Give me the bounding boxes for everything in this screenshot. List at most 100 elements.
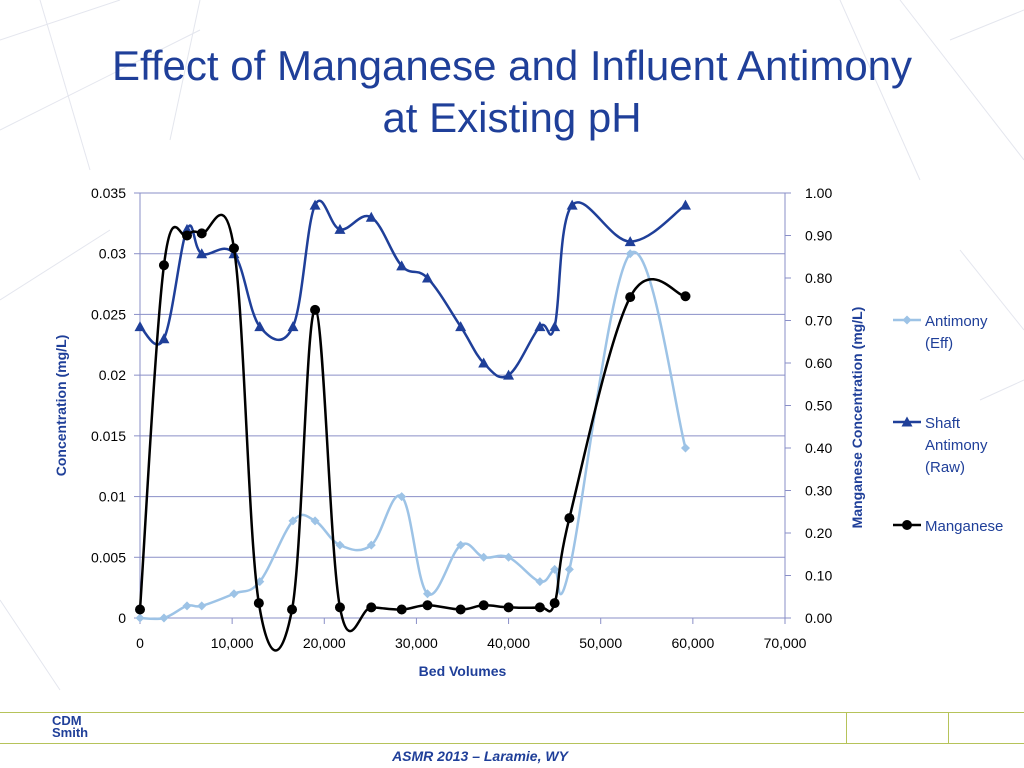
data-point-manganese [310, 304, 321, 315]
data-point-shaft-antimony-raw [549, 321, 561, 332]
data-point-antimony-eff [504, 552, 514, 562]
data-point-antimony-eff [550, 564, 560, 574]
data-point-manganese [228, 243, 239, 254]
footer-bar [0, 712, 1024, 744]
x-tick-label: 40,000 [487, 635, 530, 651]
data-point-antimony-eff [422, 589, 432, 599]
data-point-shaft-antimony-raw [624, 236, 636, 247]
legend-label-shaft-antimony-raw: Antimony [925, 437, 988, 454]
y2-tick-label: 1.00 [805, 185, 832, 201]
y2-tick-label: 0.70 [805, 313, 832, 329]
data-point-manganese [334, 602, 345, 613]
data-point-antimony-eff [159, 613, 169, 623]
data-point-shaft-antimony-raw [334, 223, 346, 234]
y2-tick-label: 0.80 [805, 270, 832, 286]
data-point-antimony-eff [680, 443, 690, 453]
data-point-manganese [503, 602, 514, 613]
y2-tick-label: 0.60 [805, 355, 832, 371]
y2-tick-label: 0.30 [805, 483, 832, 499]
data-point-antimony-eff [564, 564, 574, 574]
logo-line1: CDM [52, 713, 82, 728]
data-point-manganese [564, 513, 575, 524]
data-point-manganese [455, 604, 466, 615]
legend-label-shaft-antimony-raw: (Raw) [925, 459, 965, 476]
y-tick-label: 0.03 [99, 246, 126, 262]
data-point-shaft-antimony-raw [421, 272, 433, 283]
x-tick-label: 0 [136, 635, 144, 651]
legend-label-manganese: Manganese [925, 518, 1003, 535]
data-point-manganese [158, 260, 169, 271]
slide-title-line1: Effect of Manganese and Influent Antimon… [111, 42, 913, 89]
logo-line2: Smith [52, 725, 89, 740]
data-point-shaft-antimony-raw [455, 321, 467, 332]
data-point-antimony-eff [456, 540, 466, 550]
data-point-antimony-eff [229, 589, 239, 599]
y2-tick-label: 0.10 [805, 568, 832, 584]
data-point-manganese [366, 602, 377, 613]
slide-title-line2: at Existing pH [382, 94, 642, 141]
x-tick-label: 20,000 [303, 635, 346, 651]
slide-title: Effect of Manganese and Influent Antimon… [60, 40, 964, 144]
y-tick-label: 0.02 [99, 367, 126, 383]
legend-label-antimony-eff: Antimony [925, 313, 988, 330]
y-tick-label: 0.025 [91, 306, 126, 322]
data-point-shaft-antimony-raw [158, 333, 170, 344]
data-point-manganese [181, 230, 192, 241]
footer-divider [948, 713, 949, 743]
data-point-shaft-antimony-raw [566, 199, 578, 210]
data-point-antimony-eff [479, 552, 489, 562]
data-point-manganese [196, 228, 207, 239]
data-point-shaft-antimony-raw [365, 211, 377, 222]
y2-tick-label: 0.40 [805, 440, 832, 456]
x-tick-label: 30,000 [395, 635, 438, 651]
series-line-manganese [138, 213, 686, 652]
y-tick-label: 0.015 [91, 428, 126, 444]
x-tick-label: 10,000 [211, 635, 254, 651]
legend-label-shaft-antimony-raw: Shaft [925, 415, 961, 432]
footer-divider [846, 713, 847, 743]
data-point-shaft-antimony-raw [134, 321, 146, 332]
x-tick-label: 70,000 [764, 635, 807, 651]
y2-tick-label: 0.50 [805, 398, 832, 414]
data-point-shaft-antimony-raw [287, 321, 299, 332]
data-point-shaft-antimony-raw [196, 248, 208, 259]
data-point-manganese [135, 604, 145, 615]
data-point-shaft-antimony-raw [478, 357, 490, 368]
legend-marker-antimony-eff [902, 315, 912, 325]
data-point-manganese [287, 604, 298, 615]
data-point-shaft-antimony-raw [534, 321, 546, 332]
data-point-antimony-eff [288, 516, 298, 526]
data-point-manganese [422, 600, 433, 611]
data-point-manganese [534, 602, 545, 613]
data-point-manganese [549, 598, 560, 609]
footer-caption: ASMR 2013 – Laramie, WY [392, 748, 568, 764]
legend-label-antimony-eff: (Eff) [925, 335, 953, 352]
data-point-antimony-eff [625, 249, 635, 259]
data-point-manganese [625, 292, 636, 303]
y-tick-label: 0.005 [91, 549, 126, 565]
data-point-shaft-antimony-raw [254, 321, 266, 332]
data-point-antimony-eff [182, 601, 192, 611]
legend-marker-shaft-antimony-raw [901, 416, 913, 427]
data-point-manganese [680, 291, 691, 302]
y-tick-label: 0 [118, 610, 126, 626]
x-tick-label: 60,000 [671, 635, 714, 651]
data-point-antimony-eff [535, 577, 545, 587]
data-point-antimony-eff [197, 601, 207, 611]
cdm-smith-logo: CDM Smith [52, 713, 112, 741]
y-tick-label: 0.035 [91, 185, 126, 201]
data-point-manganese [478, 600, 489, 611]
data-point-manganese [396, 604, 407, 615]
y-tick-label: 0.01 [99, 489, 126, 505]
y2-tick-label: 0.00 [805, 610, 832, 626]
data-point-shaft-antimony-raw [309, 199, 321, 210]
x-axis-title: Bed Volumes [419, 663, 507, 679]
data-point-antimony-eff [310, 516, 320, 526]
series-line-shaft-antimony-raw [139, 199, 687, 379]
data-point-shaft-antimony-raw [503, 369, 515, 380]
data-point-antimony-eff [135, 613, 145, 623]
data-point-antimony-eff [255, 577, 265, 587]
data-point-antimony-eff [397, 492, 407, 502]
